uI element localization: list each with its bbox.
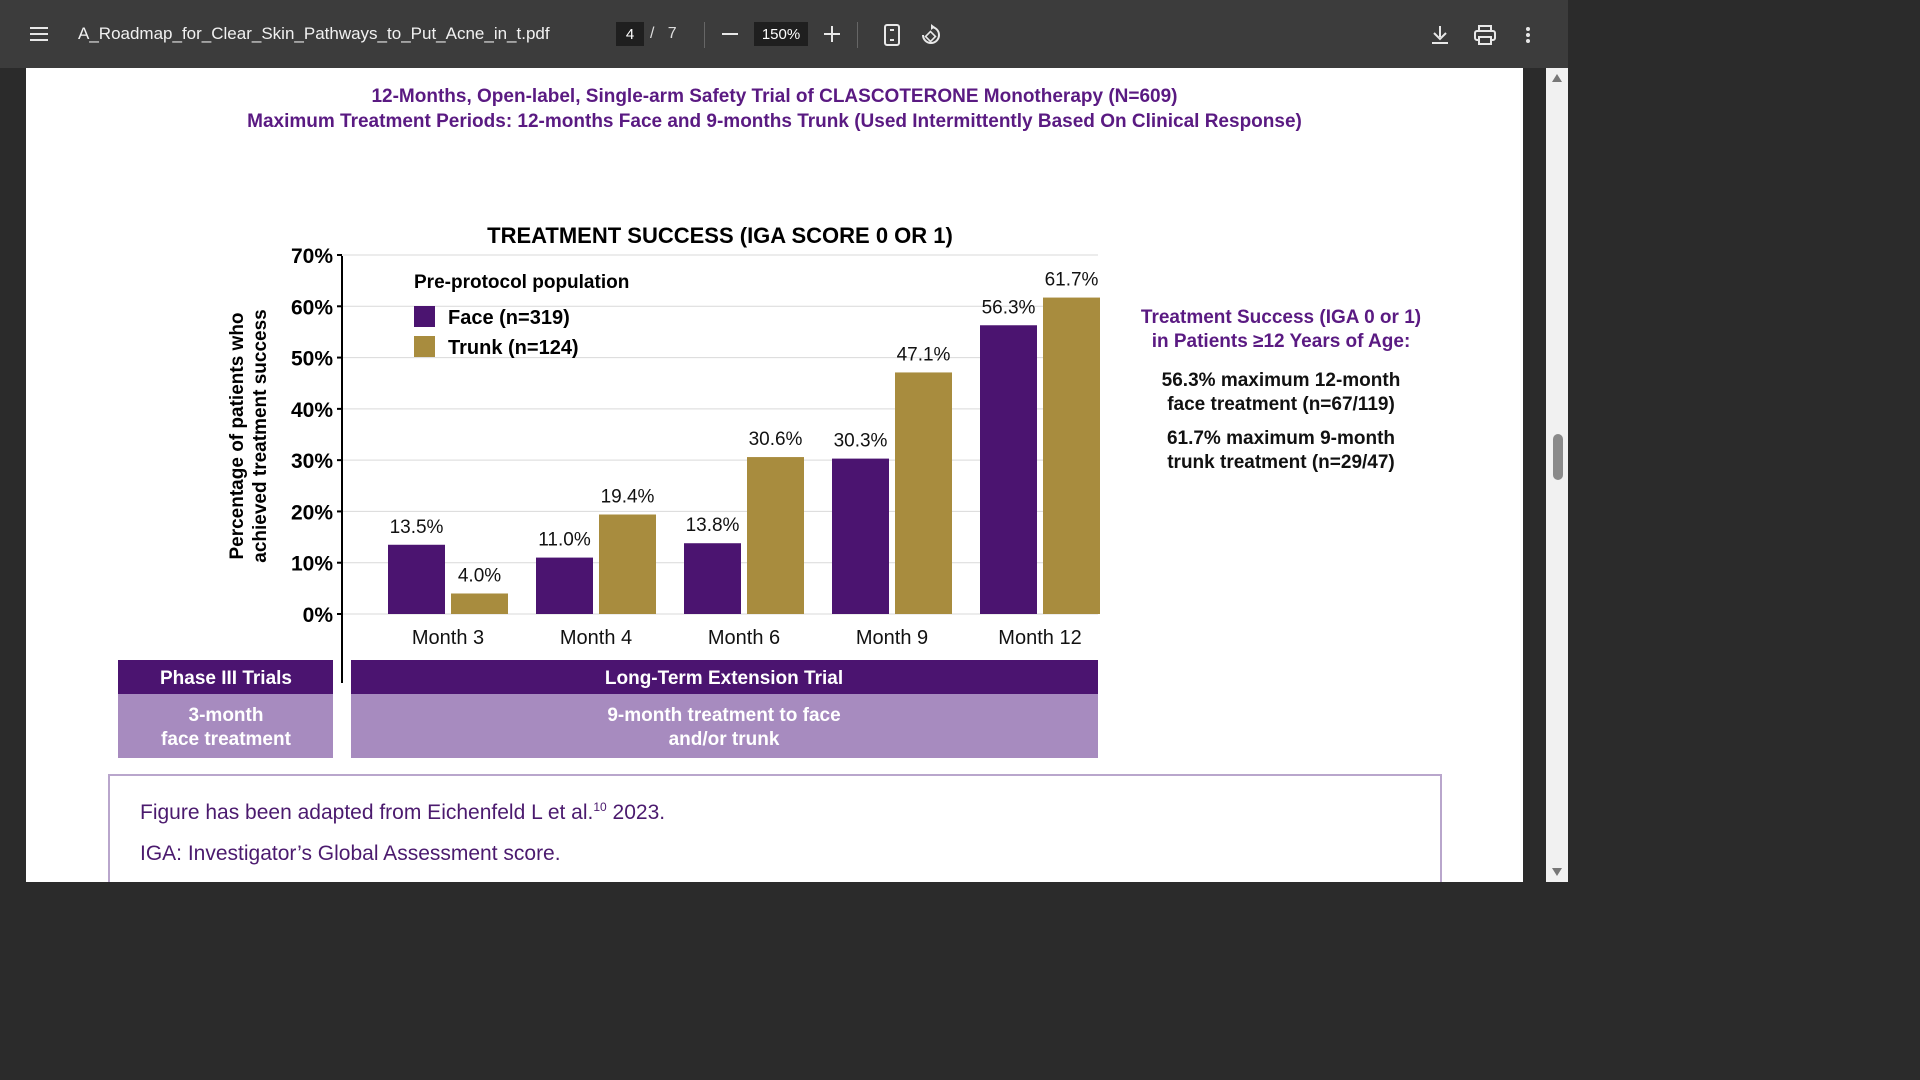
figure-title-line1: 12-Months, Open-label, Single-arm Safety… [371,86,1178,107]
data-label: 30.3% [834,431,888,452]
y-tick-label: 60% [291,296,333,319]
side-title-line1: Treatment Success (IGA 0 or 1) [1140,307,1422,328]
more-icon[interactable] [1518,22,1538,48]
x-tick-label: Month 9 [856,627,928,649]
legend-label-trunk: Trunk (n=124) [448,337,579,359]
chart-title: TREATMENT SUCCESS (IGA SCORE 0 OR 1) [487,223,953,248]
bar-trunk-month-9 [895,372,952,614]
total-pages: 7 [667,25,677,42]
phase3-band-title: Phase III Trials [160,668,292,689]
note-citation: Figure has been adapted from Eichenfeld … [140,800,665,825]
phase3-band-body [118,694,333,758]
side-trunk-line2: trunk treatment (n=29/47) [1167,452,1395,473]
note-citation-text: Figure has been adapted from Eichenfeld … [140,801,594,824]
y-tick-label: 10% [291,553,333,576]
scroll-up-icon[interactable] [1552,74,1562,82]
y-tick-label: 0% [303,604,334,627]
note-citation-ref: 10 [593,800,607,814]
bar-face-month-6 [684,543,741,614]
note-citation-year: 2023. [606,801,666,824]
print-icon[interactable] [1472,22,1498,48]
lte-band-header [351,660,1098,694]
bar-trunk-month-3 [451,593,508,614]
toolbar-divider [704,22,705,48]
y-axis-label-line2: achieved treatment success [250,309,271,562]
side-face-line2: face treatment (n=67/119) [1167,394,1395,415]
pdf-page: 12-Months, Open-label, Single-arm Safety… [26,68,1523,882]
lte-band-line2: and/or trunk [669,729,780,750]
page-number-input[interactable]: 4 [616,22,644,46]
data-label: 56.3% [982,297,1036,318]
pdf-toolbar: A_Roadmap_for_Clear_Skin_Pathways_to_Put… [0,0,1568,68]
toolbar-divider [857,22,858,48]
y-tick-label: 40% [291,399,333,422]
lte-band-body [351,694,1098,758]
legend-swatch-trunk [414,336,435,357]
figure-title-line2: Maximum Treatment Periods: 12-months Fac… [247,111,1302,132]
treatment-success-chart: TREATMENT SUCCESS (IGA SCORE 0 OR 1) 0% 1… [118,223,1100,758]
x-tick-label: Month 3 [412,627,484,649]
legend-swatch-face [414,306,435,327]
bar-trunk-month-6 [747,457,804,614]
data-label: 4.0% [458,565,501,586]
figure-notes: Figure has been adapted from Eichenfeld … [108,774,1442,882]
bar-face-month-12 [980,325,1037,614]
phase3-band-line2: face treatment [161,729,292,750]
document-filename: A_Roadmap_for_Clear_Skin_Pathways_to_Put… [78,24,550,43]
data-label: 19.4% [601,487,655,508]
data-label: 13.8% [686,515,740,536]
x-tick-label: Month 4 [560,627,632,649]
y-tick-label: 70% [291,245,333,268]
scrollbar-thumb[interactable] [1553,434,1563,480]
data-label: 30.6% [749,429,803,450]
y-tick-label: 20% [291,501,333,524]
legend-title: Pre-protocol population [414,272,629,293]
y-tick-label: 30% [291,450,333,473]
fit-page-icon[interactable] [880,22,904,48]
bar-trunk-month-4 [599,514,656,614]
side-summary: Treatment Success (IGA 0 or 1) in Patien… [1116,306,1446,475]
lte-band-title: Long-Term Extension Trial [605,668,843,689]
y-axis-label-line1: Percentage of patients who [227,312,248,559]
side-trunk-line1: 61.7% maximum 9-month [1166,428,1396,449]
page-count: / 7 [650,25,677,43]
bar-face-month-9 [832,458,889,614]
download-icon[interactable] [1428,22,1452,48]
data-label: 47.1% [897,344,951,365]
rotate-icon[interactable] [918,22,944,48]
zoom-in-icon[interactable] [820,24,844,44]
phase3-band-header [118,660,333,694]
zoom-level-input[interactable]: 150% [754,22,808,46]
x-tick-label: Month 6 [708,627,780,649]
note-abbreviation: IGA: Investigator’s Global Assessment sc… [140,842,561,865]
data-label: 13.5% [390,517,444,538]
side-face-line1: 56.3% maximum 12-month [1161,370,1401,391]
zoom-out-icon[interactable] [718,24,742,44]
page-separator: / [650,25,655,42]
side-title-line2: in Patients ≥12 Years of Age: [1151,331,1411,352]
bar-trunk-month-12 [1043,297,1100,614]
vertical-scrollbar[interactable] [1546,68,1568,882]
bar-face-month-3 [388,544,445,614]
lte-band-line1: 9-month treatment to face [607,705,840,726]
x-tick-label: Month 12 [998,627,1081,649]
legend-label-face: Face (n=319) [448,307,570,329]
scroll-down-icon[interactable] [1552,868,1562,876]
bar-face-month-4 [536,557,593,614]
data-label: 61.7% [1045,270,1099,291]
y-tick-label: 50% [291,348,333,371]
phase3-band-line1: 3-month [189,705,264,726]
menu-icon[interactable] [28,24,50,44]
data-label: 11.0% [538,530,591,551]
